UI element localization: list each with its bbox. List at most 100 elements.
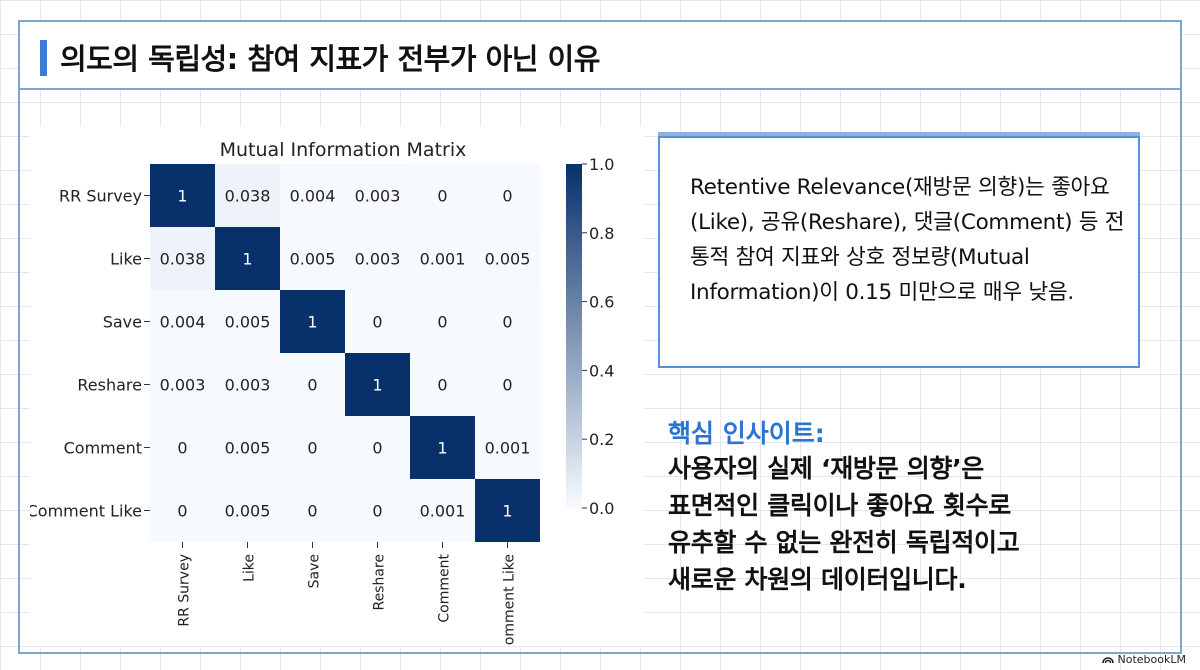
cell-value-label: 0 [307,502,317,521]
notebooklm-icon [1101,657,1114,664]
x-tick-label: Reshare [372,554,388,611]
cell-value-label: 1 [242,250,252,269]
cell-value-label: 0.005 [225,439,271,458]
cell-value-label: 0.001 [420,502,466,521]
cell-value-label: 0.005 [225,313,271,332]
heatmap-cell [280,290,345,353]
heatmap-cell [410,227,475,290]
cell-value-label: 1 [502,502,512,521]
cell-value-label: 0.005 [485,250,531,269]
colorbar-tick-label: 1.0 [589,155,614,174]
heatmap-cell [280,479,345,542]
cell-value-label: 0.003 [355,187,401,206]
colorbar [566,164,582,508]
heatmap-cell [475,353,540,416]
cell-value-label: 0.001 [485,439,531,458]
heatmap-panel: Mutual Information Matrix 1 0.038 0.004 0.00… [30,126,644,646]
cell-value-label: 0 [502,313,512,332]
insight-line: 표면적인 클릭이나 좋아요 횟수로 [668,491,1012,520]
x-tick-label: Comment [437,553,453,622]
chart-title: Mutual Information Matrix [220,139,467,161]
colorbar-tick-label: 0.4 [589,361,614,380]
colorbar-tick-label: 0.2 [589,430,614,449]
cell-value-label: 0.003 [225,376,271,395]
heatmap-cell [215,290,280,353]
heatmap-cell [280,416,345,479]
cell-value-label: 0.005 [290,250,336,269]
cell-value-label: 0 [307,376,317,395]
watermark-text: NotebookLM [1117,653,1186,666]
heatmap-cell [280,164,345,227]
heatmap-cell [475,416,540,479]
heatmap-cell [410,479,475,542]
x-tick-label: Comment Like [502,554,518,646]
x-tick-label: RR Survey [177,554,193,627]
cell-value-label: 0.005 [225,502,271,521]
cell-value-label: 0 [437,376,447,395]
page-title: 의도의 독립성: 참여 지표가 전부가 아닌 이유 [60,42,600,76]
x-tick-label: Like [242,554,258,582]
heatmap-cell [345,227,410,290]
cell-value-label: 0 [372,502,382,521]
cell-value-label: 0 [502,187,512,206]
cell-value-label: 0 [177,439,187,458]
cell-value-label: 0.003 [355,250,401,269]
heatmap-cell [215,416,280,479]
y-tick-label: Reshare [77,376,142,395]
heatmap-cell [150,164,215,227]
colorbar-tick-label: 0.6 [589,293,614,312]
cell-value-label: 0 [437,313,447,332]
heatmap-cell [150,290,215,353]
heatmap-cell [475,227,540,290]
heatmap-cell [410,290,475,353]
cell-value-label: 0 [307,439,317,458]
heatmap-cell [410,416,475,479]
cell-value-label: 0.001 [420,250,466,269]
heatmap-cell [215,227,280,290]
heatmap-cell [345,164,410,227]
cell-value-label: 0.003 [160,376,206,395]
x-tick-label: Save [307,554,323,588]
heatmap-cell [475,290,540,353]
cell-value-label: 1 [307,313,317,332]
insight-line: 사용자의 실제 ‘재방문 의향’은 [668,454,985,483]
colorbar-tick-label: 0.0 [589,499,614,518]
insight-line: 새로운 차원의 데이터입니다. [668,565,967,594]
heatmap-cell [150,227,215,290]
heatmap-cell [345,290,410,353]
heatmap-cell [215,164,280,227]
heatmap-cell [410,164,475,227]
y-tick-label: Save [103,313,142,332]
y-tick-label: RR Survey [59,187,142,206]
insight-line: 유추할 수 없는 완전히 독립적이고 [668,528,1020,557]
cell-value-label: 0.038 [160,250,206,269]
cell-value-label: 0 [437,187,447,206]
cell-value-label: 1 [177,187,187,206]
heatmap-cell [475,479,540,542]
y-tick-label: Comment Like [30,502,142,521]
heatmap-cell [280,353,345,416]
heatmap-cell [475,164,540,227]
title-bar: 의도의 독립성: 참여 지표가 전부가 아닌 이유 [20,22,1180,90]
y-tick-label: Like [110,250,142,269]
y-tick-label: Comment [64,439,142,458]
slide-frame [18,20,1182,654]
heatmap-cell [345,353,410,416]
cell-value-label: 0 [372,439,382,458]
insight-body: 사용자의 실제 ‘재방문 의향’은 표면적인 클릭이나 좋아요 횟수로 유추할 … [668,450,1178,598]
heatmap-cell [215,353,280,416]
heatmap-cell [345,479,410,542]
cell-value-label: 0 [372,313,382,332]
watermark: NotebookLM [1101,653,1186,666]
colorbar-tick-label: 0.8 [589,224,614,243]
title-accent-bar [40,40,47,76]
insight-title: 핵심 인사이트: [668,419,825,448]
cell-value-label: 0 [502,376,512,395]
heatmap-cell [345,416,410,479]
heatmap-cell [410,353,475,416]
cell-value-label: 0.004 [290,187,336,206]
heatmap-cell [150,416,215,479]
cell-value-label: 0 [177,502,187,521]
heatmap-cell [150,479,215,542]
